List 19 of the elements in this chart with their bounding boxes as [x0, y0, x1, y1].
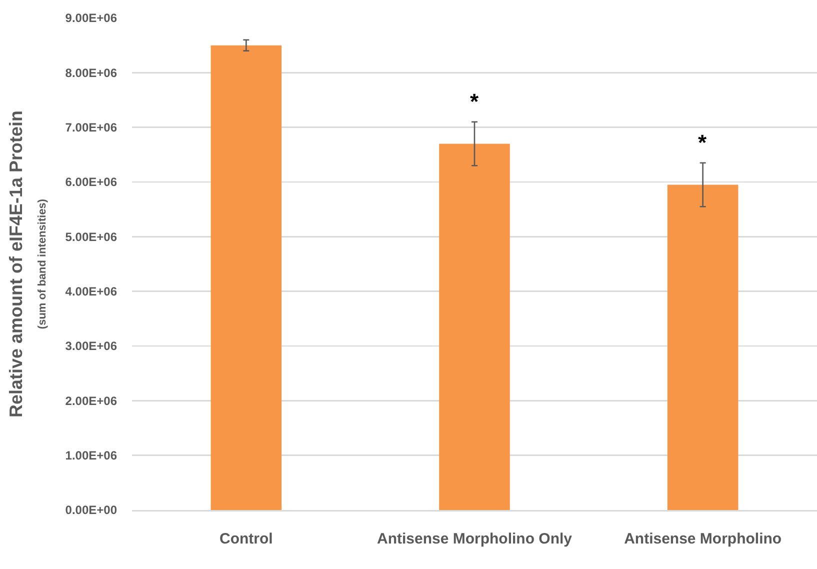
x-tick-label: Control — [220, 530, 273, 548]
y-tick-label: 7.00E+06 — [65, 120, 118, 135]
x-tick-label: Antisense Morpholino Only — [376, 530, 573, 548]
y-tick-label: 3.00E+06 — [65, 339, 118, 354]
annotation: * — [470, 89, 479, 114]
x-tick-label: Antisense Morpholino — [624, 530, 782, 548]
y-axis-title: Relative amount of eIF4E-1a Protein (sum of band intensities) — [6, 110, 48, 418]
bar — [210, 45, 282, 510]
y-tick-label: 8.00E+06 — [65, 66, 118, 80]
bar — [667, 184, 738, 510]
y-tick-label: 2.00E+06 — [65, 394, 118, 408]
y-tick-label: 0.00E+00 — [65, 503, 118, 518]
y-tick-label: 9.00E+06 — [65, 11, 118, 26]
annotation: * — [698, 130, 707, 155]
y-tick-label: 6.00E+06 — [65, 175, 118, 190]
y-tick-label: 5.00E+06 — [65, 230, 118, 244]
bar — [439, 144, 510, 510]
y-tick-label: 4.00E+06 — [65, 284, 118, 299]
y-tick-label: 1.00E+06 — [65, 448, 118, 463]
